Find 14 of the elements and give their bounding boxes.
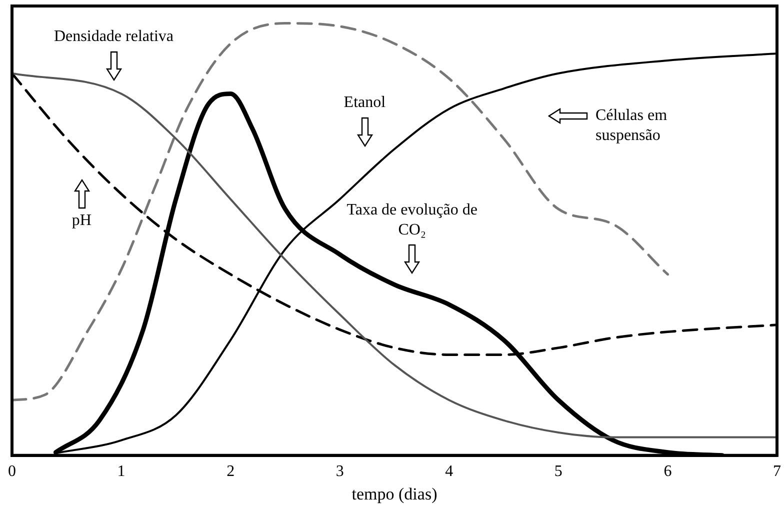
annotation: Densidade relativa (54, 28, 174, 45)
annotation: Etanol (344, 94, 386, 111)
x-tick-label: 1 (117, 463, 126, 480)
annotation: Células em suspensão (596, 106, 668, 144)
x-axis-title: tempo (dias) (352, 484, 438, 504)
x-tick-label: 4 (445, 463, 454, 480)
x-tick-label: 5 (554, 463, 562, 480)
annotation: pH (72, 212, 92, 230)
x-tick-label: 0 (8, 463, 16, 480)
x-tick-label: 7 (773, 463, 781, 480)
x-tick-label: 6 (664, 463, 672, 480)
x-tick-label: 3 (336, 463, 344, 480)
x-tick-label: 2 (226, 463, 235, 480)
annotation: Taxa de evolução de CO₂ (346, 201, 478, 238)
